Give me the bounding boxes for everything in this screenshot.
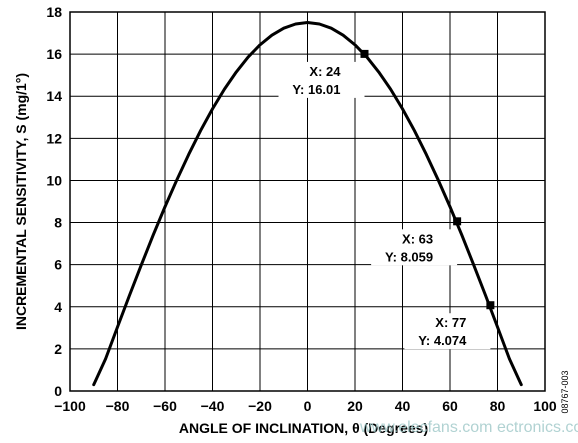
x-tick-label: 40	[395, 398, 411, 414]
x-tick-label: −100	[54, 398, 86, 414]
annotation-box	[278, 61, 365, 98]
x-tick-label: 100	[533, 398, 557, 414]
x-tick-label: −80	[106, 398, 130, 414]
x-tick-label: 0	[304, 398, 312, 414]
y-tick-labels: 0 2 4 6 8 10 12 14 16 18	[46, 4, 62, 399]
annotation: X: 77 Y: 4.074	[404, 301, 495, 350]
x-tick-label: 60	[442, 398, 458, 414]
data-marker	[453, 217, 462, 226]
y-tick-label: 18	[46, 4, 62, 20]
annotation: X: 63 Y: 8.059	[371, 217, 462, 266]
plot-frame	[69, 11, 546, 392]
annotation-box	[404, 313, 491, 350]
y-tick-label: 12	[46, 130, 62, 146]
y-tick-label: 4	[54, 299, 62, 315]
figure-code: 08767-003	[560, 370, 570, 413]
x-tick-label: −40	[201, 398, 225, 414]
annotation-y: Y: 4.074	[418, 333, 467, 348]
x-tick-label: 80	[490, 398, 506, 414]
annotation-y: Y: 16.01	[292, 82, 340, 97]
data-marker	[360, 49, 369, 58]
annotation-x: X: 77	[435, 315, 466, 330]
y-tick-label: 2	[54, 341, 62, 357]
y-tick-label: 6	[54, 257, 62, 273]
annotation-x: X: 24	[309, 64, 341, 79]
watermark: www.elecfans.com ectronics.com	[359, 419, 578, 436]
annotations: X: 24 Y: 16.01 X: 63 Y: 8.059 X: 77 Y: 4.074	[278, 49, 495, 350]
annotation-x: X: 63	[402, 231, 433, 246]
y-tick-label: 8	[54, 215, 62, 231]
x-tick-labels: −100 −80 −60 −40 −20 0 20 40 60 80 100	[54, 398, 557, 414]
y-tick-label: 14	[46, 88, 62, 104]
y-tick-label: 0	[54, 383, 62, 399]
annotation-y: Y: 8.059	[385, 249, 433, 264]
x-tick-label: 20	[347, 398, 363, 414]
data-marker	[486, 301, 495, 310]
y-axis-title: INCREMENTAL SENSITIVITY, S (mg/1°)	[13, 73, 29, 330]
annotation: X: 24 Y: 16.01	[278, 49, 369, 98]
x-tick-label: −60	[153, 398, 177, 414]
y-tick-label: 16	[46, 46, 62, 62]
x-axis-title: ANGLE OF INCLINATION, θ (Degrees)	[179, 420, 428, 436]
sensitivity-curve	[92, 21, 523, 387]
annotation-box	[371, 229, 458, 266]
y-tick-label: 10	[46, 172, 62, 188]
x-tick-label: −20	[248, 398, 272, 414]
